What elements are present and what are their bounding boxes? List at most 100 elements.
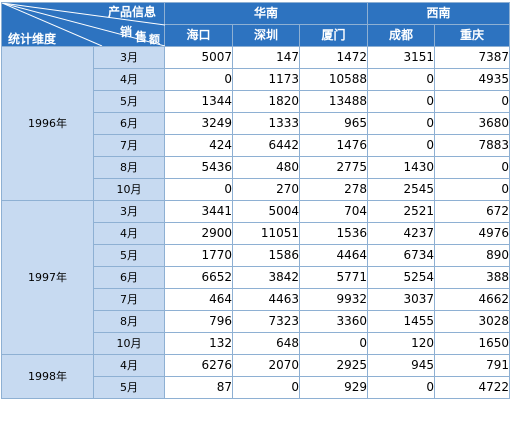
city-header-chongqing: 重庆: [434, 24, 511, 47]
city-header-haikou: 海口: [164, 24, 233, 47]
diagonal-lines: [2, 3, 165, 46]
value-cell: 424: [164, 134, 233, 157]
header-corner-cell: 产品信息 销 售 额 统计维度: [1, 2, 165, 47]
value-cell: 0: [367, 68, 436, 91]
month-cell: 4月: [93, 354, 165, 377]
city-header-chengdu: 成都: [367, 24, 436, 47]
value-cell: 4722: [434, 376, 511, 399]
value-cell: 0: [164, 178, 233, 201]
value-cell: 929: [298, 376, 369, 399]
value-cell: 3249: [164, 112, 233, 135]
value-cell: 4463: [232, 288, 300, 311]
table-row: 5月 1770 1586 4464 6734 890: [2, 244, 511, 267]
value-cell: 3037: [367, 288, 436, 311]
month-cell: 8月: [93, 310, 165, 333]
month-cell: 5月: [93, 376, 165, 399]
region-header-south-china: 华南: [163, 2, 369, 25]
value-cell: 7387: [434, 46, 511, 69]
value-cell: 2925: [298, 354, 369, 377]
value-cell: 2521: [367, 200, 436, 223]
value-cell: 791: [434, 354, 511, 377]
value-cell: 796: [164, 310, 233, 333]
table-row: 1996年 3月 5007 147 1472 3151 7387: [1, 46, 511, 201]
value-cell: 4662: [434, 288, 511, 311]
table-body: 1996年 3月 5007 147 1472 3151 7387 4月 0 1173 10588 0 4…: [1, 46, 511, 399]
dimension-label: 统计维度: [8, 32, 57, 46]
value-cell: 1820: [232, 90, 300, 113]
value-cell: 2775: [298, 156, 369, 179]
month-cell: 6月: [93, 266, 165, 289]
year-cell: 1998年: [1, 354, 94, 399]
value-cell: 4237: [367, 222, 436, 245]
value-cell: 3842: [232, 266, 300, 289]
month-cell: 10月: [93, 178, 165, 201]
table-row: 8月 5436 480 2775 1430 0: [2, 156, 511, 179]
table-row: 4月 0 1173 10588 0 4935: [2, 68, 511, 91]
value-cell: 1455: [367, 310, 436, 333]
value-cell: 7883: [434, 134, 511, 157]
value-cell: 1173: [232, 68, 300, 91]
value-cell: 0: [164, 68, 233, 91]
city-header-xiamen: 厦门: [298, 24, 369, 47]
value-cell: 1650: [434, 332, 511, 355]
value-cell: 2545: [367, 178, 436, 201]
month-cell: 5月: [93, 244, 165, 267]
value-cell: 5254: [367, 266, 436, 289]
value-cell: 464: [164, 288, 233, 311]
sales-pivot-table: 产品信息 销 售 额 统计维度 华南 西南 海口 深圳 厦门 成都 重庆 199…: [1, 2, 511, 399]
sales-label-1: 销: [120, 25, 133, 39]
value-cell: 945: [367, 354, 436, 377]
value-cell: 3680: [434, 112, 511, 135]
value-cell: 480: [232, 156, 300, 179]
value-cell: 278: [298, 178, 369, 201]
value-cell: 5436: [164, 156, 233, 179]
value-cell: 6734: [367, 244, 436, 267]
value-cell: 4935: [434, 68, 511, 91]
value-cell: 965: [298, 112, 369, 135]
value-cell: 1586: [232, 244, 300, 267]
value-cell: 0: [434, 156, 511, 179]
value-cell: 0: [367, 90, 436, 113]
value-cell: 5007: [164, 46, 233, 69]
value-cell: 270: [232, 178, 300, 201]
value-cell: 120: [367, 332, 436, 355]
month-cell: 8月: [93, 156, 165, 179]
value-cell: 5771: [298, 266, 369, 289]
value-cell: 0: [367, 112, 436, 135]
value-cell: 1344: [164, 90, 233, 113]
value-cell: 6652: [164, 266, 233, 289]
value-cell: 3151: [367, 46, 436, 69]
month-cell: 4月: [93, 222, 165, 245]
value-cell: 11051: [232, 222, 300, 245]
value-cell: 5004: [232, 200, 300, 223]
value-cell: 9932: [298, 288, 369, 311]
value-cell: 0: [434, 90, 511, 113]
value-cell: 7323: [232, 310, 300, 333]
city-header-shenzhen: 深圳: [232, 24, 300, 47]
table-row: 5月 87 0 929 0 4722: [2, 376, 511, 399]
value-cell: 1536: [298, 222, 369, 245]
year-cell: 1997年: [1, 200, 94, 355]
value-cell: 2070: [232, 354, 300, 377]
value-cell: 3441: [164, 200, 233, 223]
value-cell: 6442: [232, 134, 300, 157]
value-cell: 10588: [298, 68, 369, 91]
value-cell: 3360: [298, 310, 369, 333]
month-cell: 7月: [93, 288, 165, 311]
value-cell: 0: [367, 376, 436, 399]
month-cell: 4月: [93, 68, 165, 91]
month-cell: 3月: [93, 46, 165, 69]
region-header-southwest: 西南: [367, 2, 511, 25]
sales-label-3: 额: [149, 33, 160, 46]
table-row: 1998年 4月 6276 2070 2925 945 791: [1, 354, 511, 399]
product-info-label: 产品信息: [108, 5, 157, 19]
value-cell: 87: [164, 376, 233, 399]
value-cell: 0: [232, 376, 300, 399]
value-cell: 0: [434, 178, 511, 201]
value-cell: 890: [434, 244, 511, 267]
table-row: 6月 6652 3842 5771 5254 388: [2, 266, 511, 289]
table-row: 5月 1344 1820 13488 0 0: [2, 90, 511, 113]
value-cell: 6276: [164, 354, 233, 377]
value-cell: 1476: [298, 134, 369, 157]
